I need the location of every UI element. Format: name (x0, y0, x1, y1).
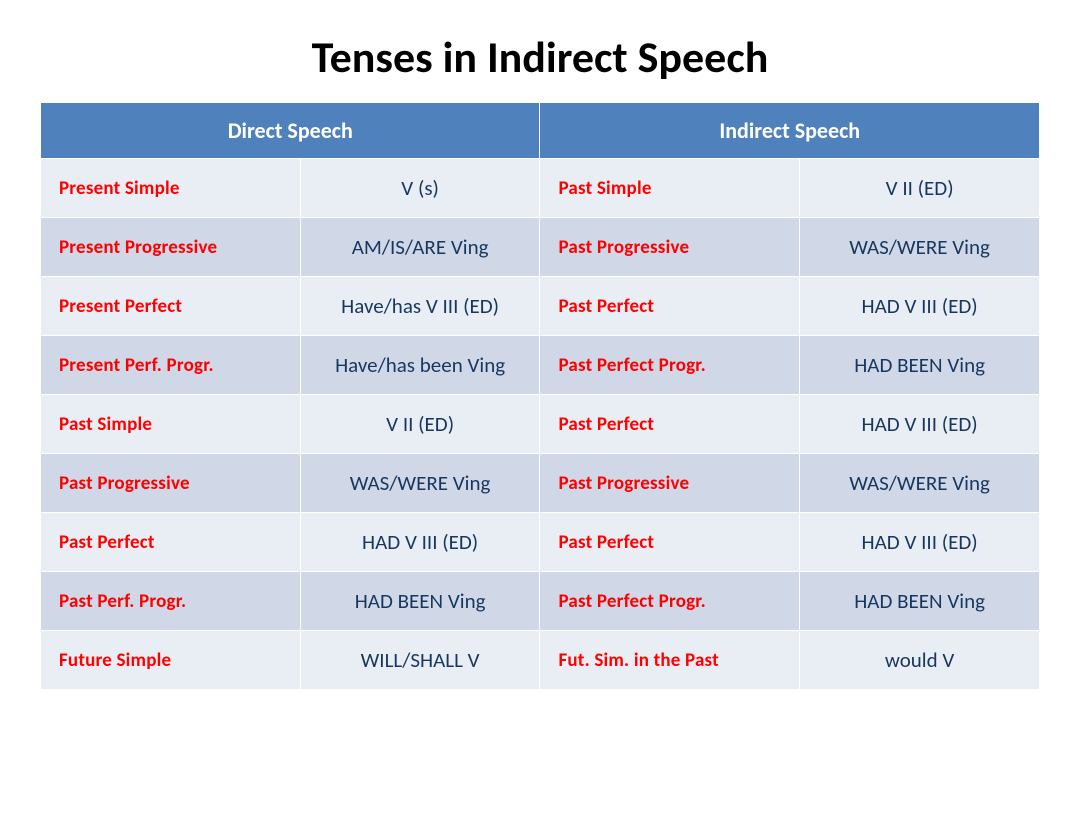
direct-tense: Past Progressive (41, 454, 301, 513)
indirect-tense: Fut. Sim. in the Past (540, 631, 800, 690)
direct-tense: Present Progressive (41, 218, 301, 277)
direct-form: Have/has V III (ED) (300, 277, 540, 336)
indirect-tense: Past Simple (540, 159, 800, 218)
indirect-tense: Past Perfect Progr. (540, 572, 800, 631)
indirect-tense: Past Progressive (540, 454, 800, 513)
indirect-form: HAD BEEN Ving (800, 572, 1040, 631)
table-header-row: Direct Speech Indirect Speech (41, 103, 1040, 159)
direct-tense: Present Perfect (41, 277, 301, 336)
indirect-form: HAD V III (ED) (800, 277, 1040, 336)
direct-tense: Past Perf. Progr. (41, 572, 301, 631)
indirect-tense: Past Perfect (540, 395, 800, 454)
indirect-form: HAD V III (ED) (800, 513, 1040, 572)
table-row: Present SimpleV (s)Past SimpleV II (ED) (41, 159, 1040, 218)
direct-tense: Future Simple (41, 631, 301, 690)
indirect-form: HAD V III (ED) (800, 395, 1040, 454)
table-row: Future SimpleWILL/SHALL VFut. Sim. in th… (41, 631, 1040, 690)
direct-form: WILL/SHALL V (300, 631, 540, 690)
indirect-form: would V (800, 631, 1040, 690)
indirect-form: V II (ED) (800, 159, 1040, 218)
tenses-table: Direct Speech Indirect Speech Present Si… (40, 102, 1040, 690)
indirect-tense: Past Perfect Progr. (540, 336, 800, 395)
direct-tense: Present Simple (41, 159, 301, 218)
table-row: Present Perf. Progr.Have/has been VingPa… (41, 336, 1040, 395)
header-indirect: Indirect Speech (540, 103, 1040, 159)
direct-form: WAS/WERE Ving (300, 454, 540, 513)
indirect-form: WAS/WERE Ving (800, 218, 1040, 277)
direct-form: AM/IS/ARE Ving (300, 218, 540, 277)
table-row: Past SimpleV II (ED)Past PerfectHAD V II… (41, 395, 1040, 454)
direct-form: Have/has been Ving (300, 336, 540, 395)
direct-tense: Past Simple (41, 395, 301, 454)
direct-form: HAD BEEN Ving (300, 572, 540, 631)
direct-form: V II (ED) (300, 395, 540, 454)
direct-form: HAD V III (ED) (300, 513, 540, 572)
table-row: Past Perf. Progr.HAD BEEN VingPast Perfe… (41, 572, 1040, 631)
indirect-tense: Past Progressive (540, 218, 800, 277)
indirect-tense: Past Perfect (540, 277, 800, 336)
direct-form: V (s) (300, 159, 540, 218)
header-direct: Direct Speech (41, 103, 540, 159)
indirect-form: HAD BEEN Ving (800, 336, 1040, 395)
table-row: Present ProgressiveAM/IS/ARE VingPast Pr… (41, 218, 1040, 277)
direct-tense: Past Perfect (41, 513, 301, 572)
table-row: Present PerfectHave/has V III (ED)Past P… (41, 277, 1040, 336)
page-title: Tenses in Indirect Speech (40, 30, 1040, 84)
indirect-tense: Past Perfect (540, 513, 800, 572)
table-row: Past PerfectHAD V III (ED)Past PerfectHA… (41, 513, 1040, 572)
direct-tense: Present Perf. Progr. (41, 336, 301, 395)
indirect-form: WAS/WERE Ving (800, 454, 1040, 513)
table-row: Past ProgressiveWAS/WERE VingPast Progre… (41, 454, 1040, 513)
